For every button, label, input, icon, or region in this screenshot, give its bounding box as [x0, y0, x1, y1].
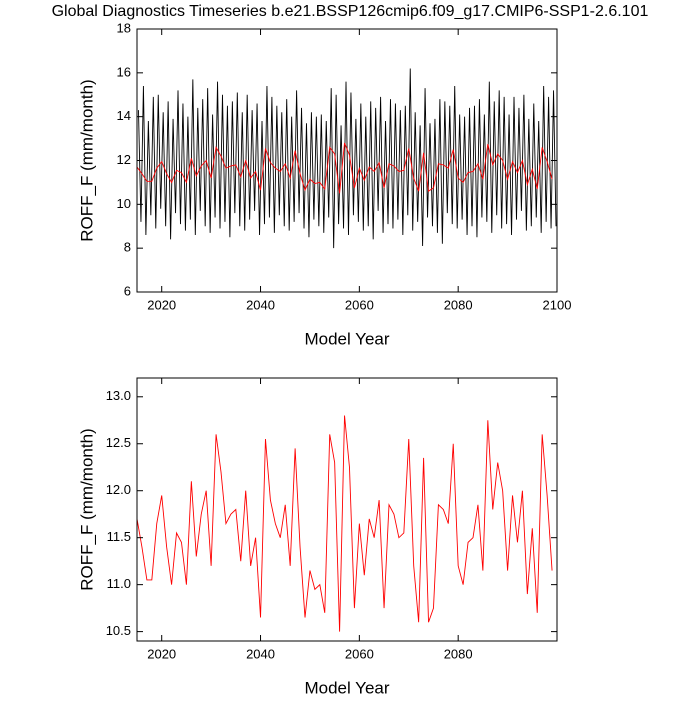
x-axis-label: Model Year	[304, 329, 389, 348]
y-tick-label: 10.5	[106, 623, 131, 638]
data-line	[137, 142, 553, 194]
x-tick-label: 2060	[345, 646, 374, 661]
y-axis-label: ROFF_F (mm/month)	[77, 428, 96, 590]
y-tick-label: 12.5	[106, 435, 131, 450]
y-tick-label: 11.0	[107, 576, 131, 591]
x-axis-label: Model Year	[304, 678, 389, 697]
y-tick-label: 12	[117, 152, 131, 167]
data-line	[138, 68, 557, 249]
x-tick-label: 2020	[147, 646, 176, 661]
y-tick-label: 8	[124, 240, 131, 255]
y-tick-label: 18	[117, 20, 131, 35]
y-tick-label: 14	[117, 108, 131, 123]
y-tick-label: 11.5	[107, 529, 131, 544]
y-tick-label: 6	[124, 283, 131, 298]
x-tick-label: 2080	[444, 297, 473, 312]
y-tick-label: 13.0	[106, 388, 131, 403]
plot-area	[137, 68, 557, 249]
y-axis-label: ROFF_F (mm/month)	[77, 79, 96, 241]
plot-frame	[136, 377, 558, 642]
x-tick-label: 2040	[246, 297, 275, 312]
y-tick-label: 12.0	[106, 482, 131, 497]
x-tick-label: 2080	[444, 646, 473, 661]
x-tick-label: 2060	[345, 297, 374, 312]
y-tick-label: 16	[117, 64, 131, 79]
x-tick-label: 2100	[543, 297, 572, 312]
plot-area	[137, 415, 553, 632]
chart-title: Global Diagnostics Timeseries b.e21.BSSP…	[52, 3, 649, 20]
y-tick-label: 10	[117, 196, 131, 211]
data-line	[137, 415, 553, 632]
x-tick-label: 2040	[246, 646, 275, 661]
x-tick-label: 2020	[147, 297, 176, 312]
